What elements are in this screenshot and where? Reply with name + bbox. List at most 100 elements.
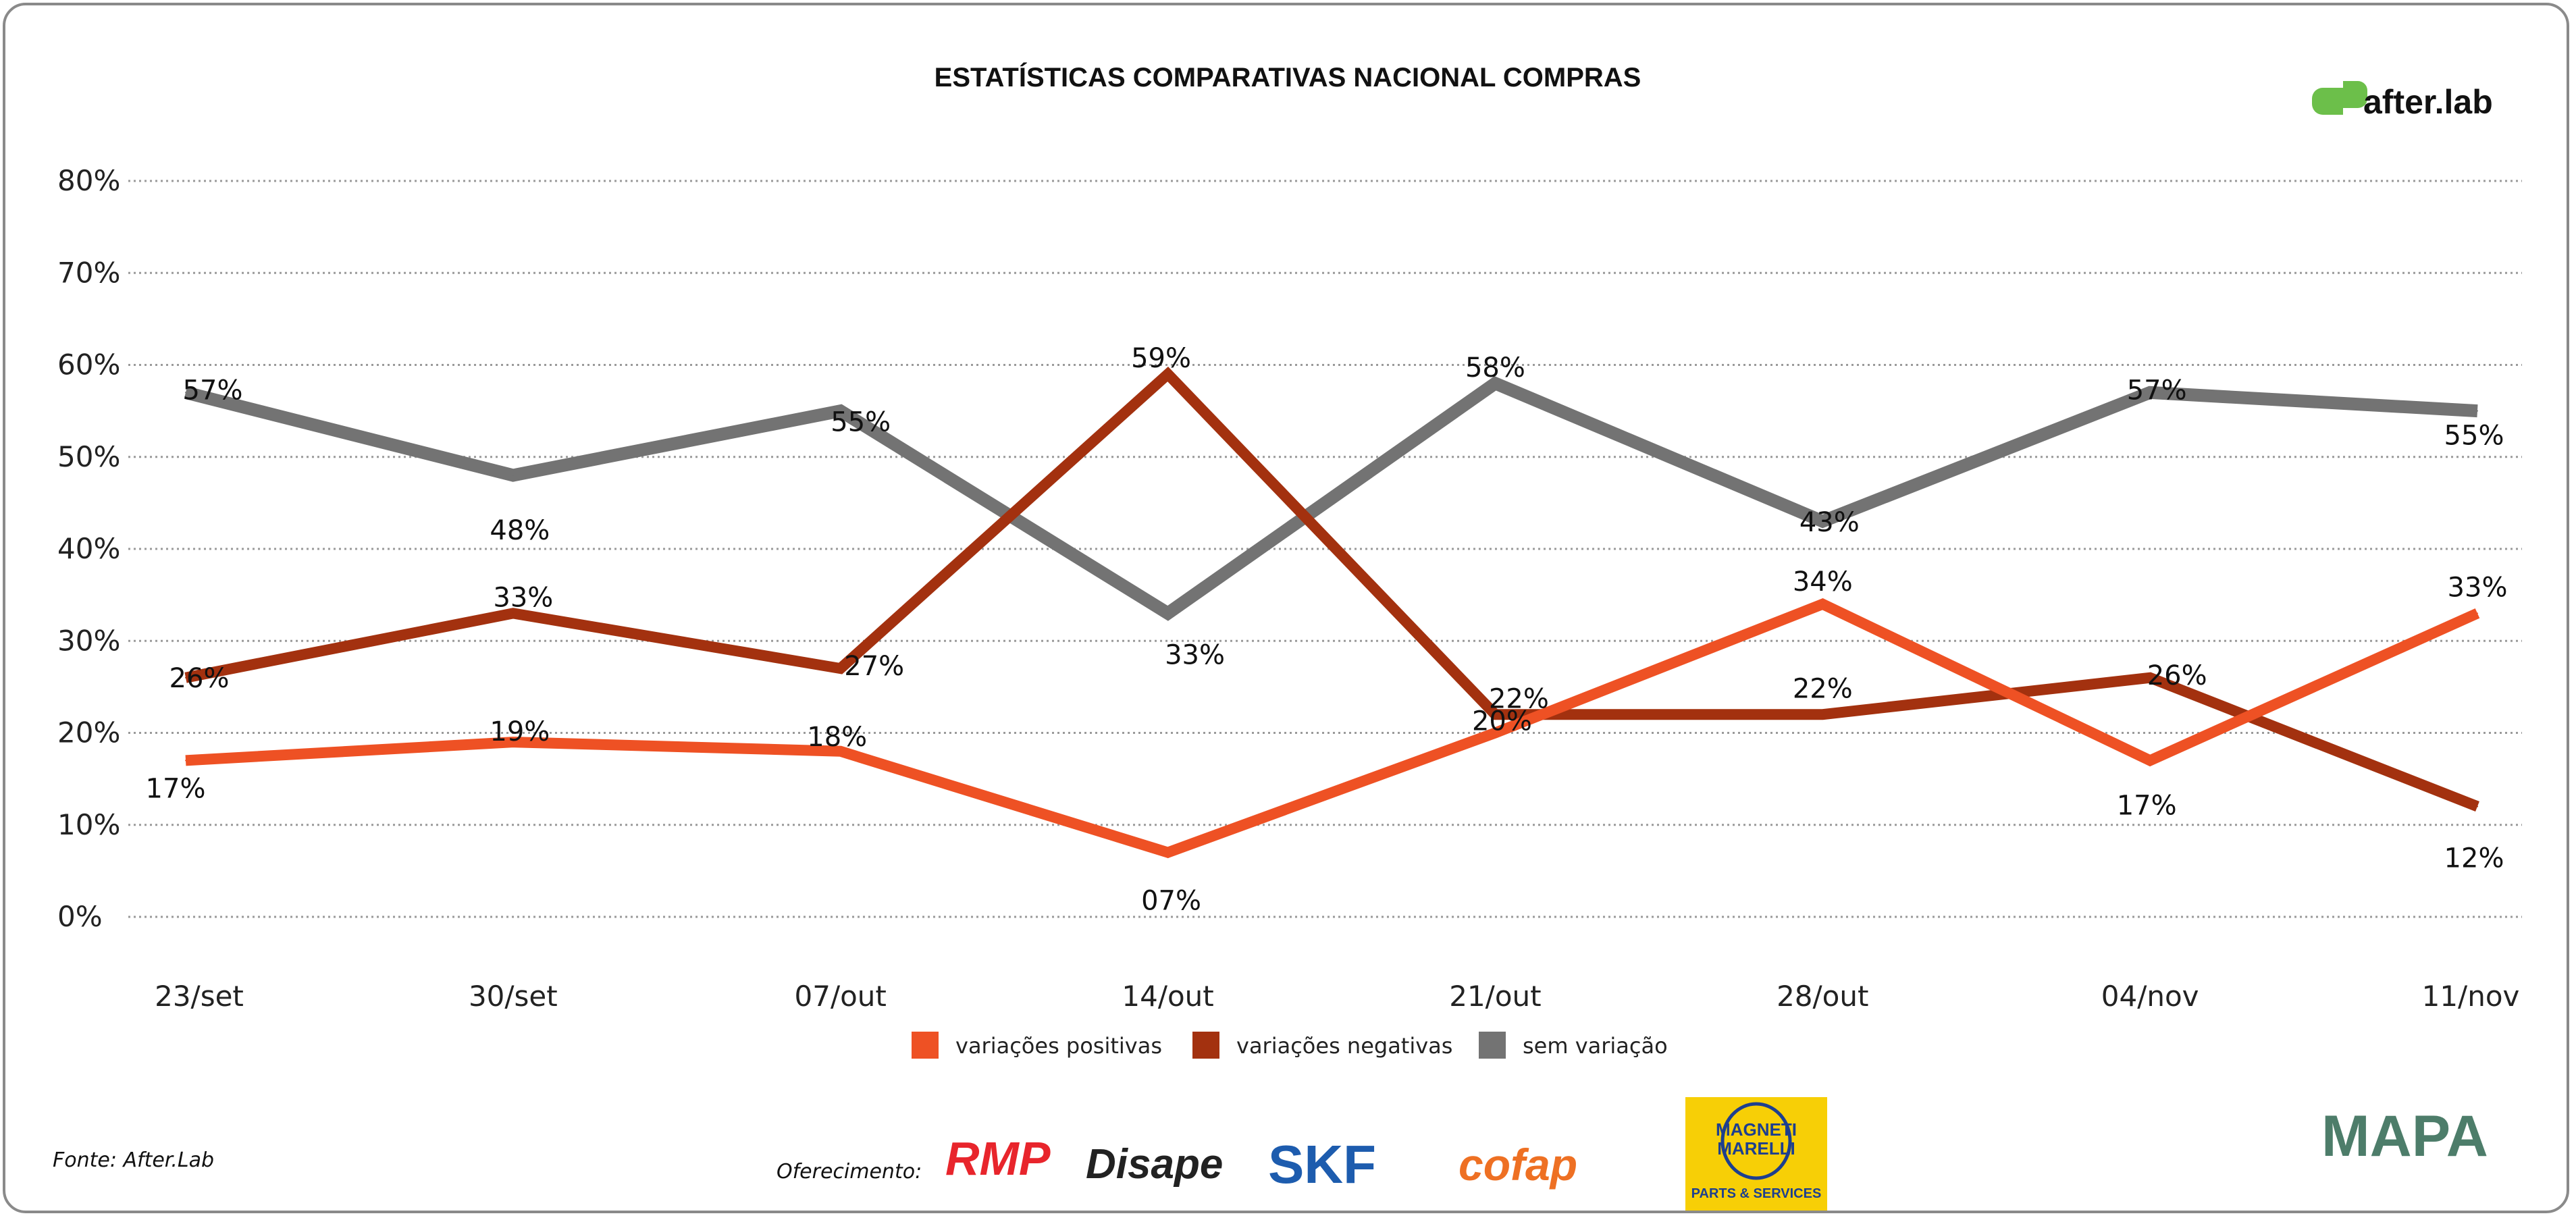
afterlab-logo: after.lab: [2312, 81, 2493, 121]
data-point: [512, 741, 514, 743]
data-label: 22%: [1489, 683, 1549, 714]
legend-item: variações negativas: [1192, 1032, 1452, 1059]
data-label: 59%: [1131, 343, 1191, 374]
source-note: Fonte: After.Lab: [53, 1148, 214, 1172]
data-point: [2149, 677, 2151, 679]
data-label: 20%: [1472, 706, 1532, 737]
data-point: [839, 410, 841, 412]
rmp-logo: RMP: [945, 1132, 1051, 1185]
data-label: 43%: [1799, 507, 1860, 538]
data-label: 55%: [831, 407, 891, 438]
afterlab-logo-icon: [2312, 81, 2367, 115]
legend-label: variações positivas: [955, 1033, 1162, 1059]
y-axis: 0% 10% 20% 30% 40% 50% 60% 70% 80%: [57, 164, 120, 933]
legend-item: sem variação: [1479, 1032, 1668, 1059]
data-point: [512, 475, 514, 476]
data-label: 19%: [490, 716, 550, 747]
data-label: 55%: [2444, 421, 2504, 452]
data-point: [2477, 410, 2478, 412]
y-tick-label: 80%: [57, 164, 120, 197]
data-point: [2149, 392, 2151, 394]
legend-swatch: [1479, 1032, 1506, 1059]
x-tick-label: 21/out: [1449, 980, 1541, 1013]
series-line-negative: [184, 367, 2479, 812]
skf-logo: SKF: [1268, 1134, 1376, 1194]
data-point: [185, 677, 186, 679]
data-label: 57%: [2127, 375, 2187, 406]
data-point: [1822, 603, 1824, 605]
data-point: [512, 612, 514, 614]
series-lines: [184, 367, 2480, 859]
series-line-positive: [185, 598, 2480, 859]
data-label: 48%: [490, 515, 550, 546]
legend-swatch: [912, 1032, 939, 1059]
x-tick-label: 23/set: [155, 980, 244, 1013]
data-label: 33%: [1165, 639, 1225, 670]
data-point: [1167, 851, 1169, 853]
data-point: [839, 668, 841, 670]
data-point: [185, 392, 186, 394]
y-tick-label: 30%: [57, 624, 120, 657]
data-label: 33%: [493, 582, 553, 613]
data-label: 07%: [1141, 886, 1201, 917]
data-label: 12%: [2444, 843, 2504, 874]
data-point: [185, 760, 186, 762]
data-point: [1494, 714, 1496, 716]
cofap-logo: cofap: [1458, 1140, 1577, 1190]
data-point: [1167, 612, 1169, 614]
magneti-marelli-logo: MAGNETI MARELLI PARTS & SERVICES: [1685, 1097, 1827, 1211]
data-label: 22%: [1793, 673, 1853, 704]
x-tick-label: 30/set: [469, 980, 558, 1013]
y-tick-label: 50%: [57, 440, 120, 473]
legend: variações positivas variações negativas se…: [912, 1032, 1668, 1059]
x-tick-label: 11/nov: [2422, 980, 2520, 1013]
data-label: 26%: [2147, 660, 2207, 691]
data-point: [839, 750, 841, 752]
chart-title: ESTATÍSTICAS COMPARATIVAS NACIONAL COMPR…: [935, 62, 1641, 92]
chart-frame: [3, 3, 2569, 1213]
afterlab-logo-text: after.lab: [2363, 83, 2493, 121]
legend-item: variações positivas: [912, 1032, 1162, 1059]
legend-swatch: [1192, 1032, 1219, 1059]
data-labels: 17% 19% 18% 07% 20% 34% 17% 33% 26% 33% 27% 59% 22% 2…: [146, 343, 2508, 917]
legend-label: variações negativas: [1236, 1033, 1452, 1059]
data-point: [1494, 732, 1496, 734]
data-label: 27%: [844, 651, 904, 682]
data-label: 58%: [1465, 352, 1525, 383]
data-point: [2477, 612, 2478, 614]
series-line-no-change: [184, 375, 2478, 621]
data-point: [1494, 382, 1496, 384]
sponsor-label: Oferecimento:: [777, 1160, 922, 1184]
footer: Fonte: After.Lab Oferecimento: RMP Disap…: [53, 1097, 2488, 1211]
data-point: [2149, 760, 2151, 762]
svg-text:PARTS & SERVICES: PARTS & SERVICES: [1691, 1186, 1822, 1201]
svg-text:MAGNETI: MAGNETI: [1716, 1119, 1797, 1140]
data-point: [2477, 805, 2478, 807]
mapa-logo: MAPA: [2321, 1104, 2488, 1169]
gridlines: [128, 180, 2522, 918]
svg-text:MARELLI: MARELLI: [1717, 1138, 1795, 1159]
data-label: 17%: [2117, 790, 2177, 821]
x-axis: 23/set 30/set 07/out 14/out 21/out 28/out 04/n…: [155, 980, 2519, 1013]
y-tick-label: 20%: [57, 716, 120, 749]
data-label: 26%: [169, 663, 230, 694]
disape-logo: Disape: [1086, 1141, 1223, 1188]
data-point: [1167, 373, 1169, 375]
data-point: [1822, 714, 1824, 716]
x-tick-label: 14/out: [1122, 980, 1213, 1013]
data-point: [1822, 521, 1824, 523]
y-tick-label: 60%: [57, 348, 120, 381]
legend-label: sem variação: [1523, 1033, 1668, 1059]
data-label: 33%: [2448, 572, 2508, 603]
y-tick-label: 10%: [57, 808, 120, 841]
data-label: 57%: [183, 375, 243, 406]
data-label: 18%: [807, 722, 867, 753]
data-label: 17%: [146, 773, 206, 804]
y-tick-label: 40%: [57, 532, 120, 565]
data-label: 34%: [1793, 566, 1853, 598]
x-tick-label: 28/out: [1777, 980, 1868, 1013]
x-tick-label: 04/nov: [2101, 980, 2199, 1013]
x-tick-label: 07/out: [795, 980, 887, 1013]
y-tick-label: 0%: [57, 900, 103, 933]
